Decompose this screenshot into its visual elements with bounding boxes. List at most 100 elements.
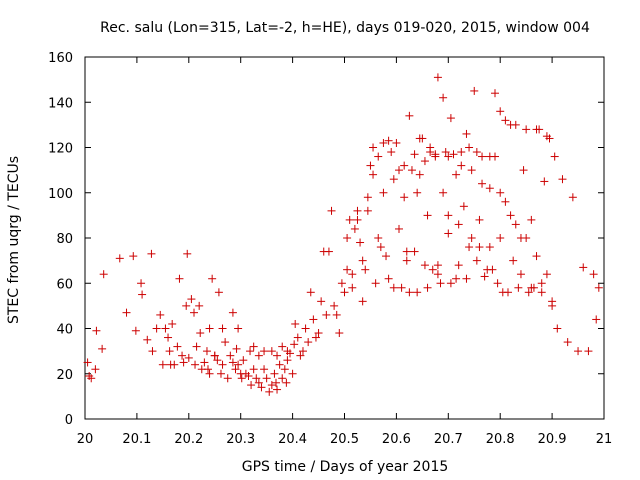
x-tick-label: 20.9 [538, 432, 567, 447]
data-point [454, 220, 463, 229]
y-tick-label: 100 [48, 187, 73, 202]
data-point [379, 188, 388, 197]
data-point [374, 234, 383, 242]
data-point [143, 335, 152, 344]
data-point [205, 369, 214, 378]
data-point [311, 333, 320, 342]
data-point [361, 265, 370, 274]
data-point [345, 215, 354, 224]
data-point [337, 279, 346, 288]
data-point [384, 136, 393, 145]
data-point [540, 177, 549, 186]
data-point [439, 93, 448, 102]
data-point [178, 351, 187, 360]
data-point [496, 188, 505, 197]
data-point [298, 347, 307, 356]
y-tick-label: 80 [56, 232, 73, 247]
data-point [423, 211, 432, 220]
data-point [446, 279, 455, 288]
data-point [147, 249, 156, 258]
data-point [537, 279, 546, 288]
data-point [387, 148, 396, 157]
data-point [317, 297, 326, 306]
data-point [537, 288, 546, 297]
data-point [195, 301, 204, 310]
data-point [584, 347, 593, 356]
data-point [343, 265, 352, 274]
data-point [175, 274, 184, 283]
data-point [265, 387, 274, 396]
data-point [340, 288, 349, 297]
data-points [83, 73, 603, 396]
data-point [465, 243, 474, 252]
data-point [196, 329, 205, 338]
data-point [574, 347, 583, 356]
data-point [304, 338, 313, 347]
data-point [249, 365, 258, 374]
data-point [137, 279, 146, 288]
data-point [280, 365, 289, 374]
data-point [165, 347, 174, 356]
data-point [423, 283, 432, 292]
data-point [363, 206, 372, 215]
data-point [457, 148, 466, 157]
data-point [273, 385, 282, 394]
data-point [138, 290, 147, 299]
data-point [436, 279, 445, 288]
data-point [400, 161, 409, 170]
data-point [246, 347, 255, 356]
data-point [503, 288, 512, 297]
data-point [204, 365, 213, 374]
data-point [493, 279, 502, 288]
data-point [428, 265, 437, 274]
y-tick-label: 160 [48, 51, 73, 66]
data-point [244, 372, 253, 381]
data-point [501, 116, 510, 125]
data-point [218, 324, 227, 333]
data-point [426, 148, 435, 157]
data-point [216, 369, 225, 378]
data-point [382, 252, 391, 261]
data-point [267, 347, 276, 356]
data-point [558, 175, 567, 184]
data-point [491, 152, 500, 161]
data-point [514, 283, 523, 292]
x-tick-label: 20.5 [330, 432, 359, 447]
data-point [402, 256, 411, 265]
data-point [278, 342, 287, 351]
data-point [444, 211, 453, 220]
data-point [208, 274, 217, 283]
data-point [457, 161, 466, 170]
data-point [449, 150, 458, 159]
data-point [452, 170, 461, 179]
data-point [283, 356, 292, 365]
data-point [275, 360, 284, 369]
y-tick-label: 120 [48, 142, 73, 157]
data-point [496, 107, 505, 116]
data-point [270, 369, 279, 378]
data-point [413, 188, 422, 197]
data-point [324, 247, 333, 256]
data-point [182, 301, 191, 310]
data-point [410, 247, 419, 256]
data-point [158, 360, 167, 369]
data-point [92, 326, 101, 335]
data-point [356, 238, 365, 247]
data-point [592, 315, 601, 324]
data-point [454, 261, 463, 270]
data-point [594, 283, 603, 292]
data-point [532, 252, 541, 261]
data-point [239, 356, 248, 365]
data-point [262, 374, 271, 383]
data-point [271, 378, 280, 387]
data-point [306, 288, 315, 297]
data-point [161, 324, 170, 333]
data-point [369, 143, 378, 152]
x-tick-label: 20.4 [278, 432, 307, 447]
data-point [267, 381, 276, 390]
data-point [444, 229, 453, 238]
x-tick-label: 20 [77, 432, 94, 447]
data-point [413, 288, 422, 297]
data-point [358, 297, 367, 306]
data-point [446, 114, 455, 123]
